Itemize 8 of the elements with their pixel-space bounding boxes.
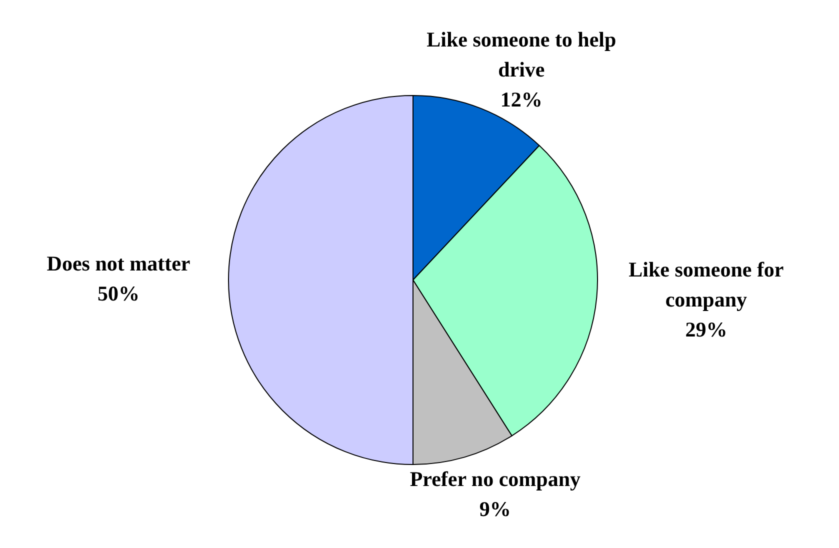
data-label: 29% xyxy=(685,318,728,342)
data-label: 9% xyxy=(479,497,511,522)
slice-label: Like someone for company xyxy=(628,258,784,312)
slice-label: Prefer no company xyxy=(410,467,582,492)
slice-label: Does not matter xyxy=(46,251,190,276)
data-label: 50% xyxy=(98,281,140,306)
data-label: 12% xyxy=(500,88,542,112)
slice-label: Like someone to help drive xyxy=(426,28,616,82)
